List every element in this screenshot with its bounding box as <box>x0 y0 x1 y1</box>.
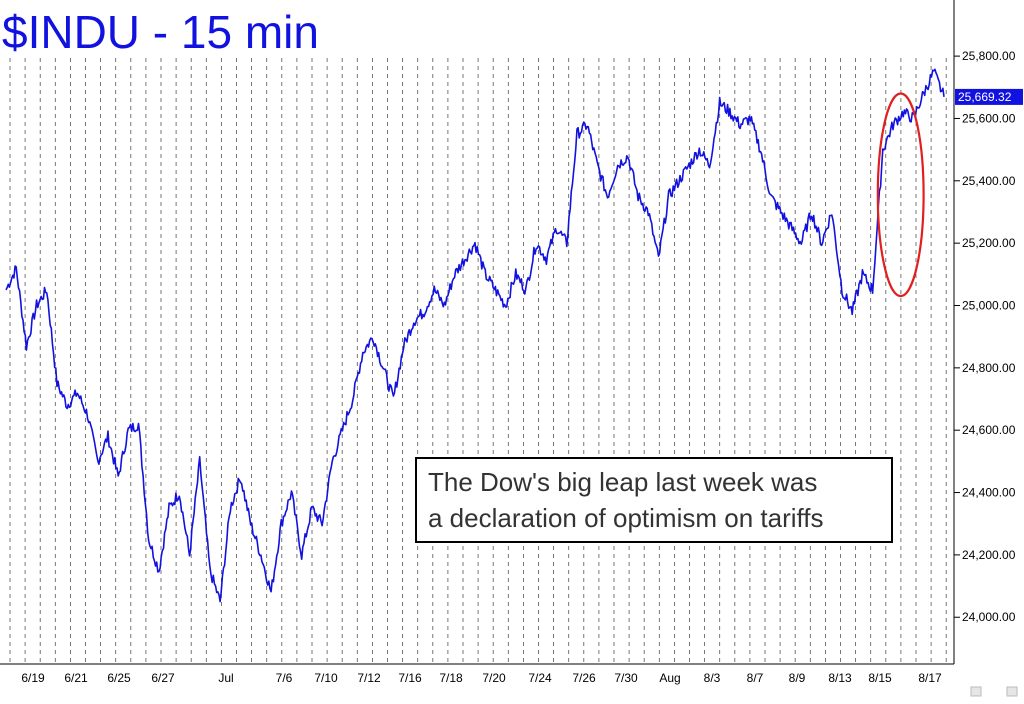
y-tick-label: 24,000.00 <box>962 610 1016 624</box>
y-tick-label: 25,600.00 <box>962 111 1016 125</box>
x-tick-label: 7/16 <box>398 671 422 685</box>
x-tick-label: 8/9 <box>789 671 806 685</box>
y-tick-label: 25,800.00 <box>962 49 1016 63</box>
time-axis: 6/19 6/21 6/25 6/27 Jul 7/6 7/10 7/12 7/16 7/18 7/… <box>21 671 942 685</box>
grid-lines <box>9 58 947 664</box>
highlight-ellipse <box>876 92 925 298</box>
price-series-line <box>5 68 945 603</box>
annotation-box: The Dow's big leap last week was a decla… <box>415 457 893 543</box>
x-tick-label: Jul <box>218 671 233 685</box>
last-price-box <box>955 88 1023 105</box>
x-tick-label: 8/13 <box>828 671 852 685</box>
x-tick-label: 8/15 <box>868 671 892 685</box>
y-tick-label: 24,800.00 <box>962 361 1016 375</box>
x-tick-label: 6/27 <box>151 671 175 685</box>
price-axis: 25,800.00 25,600.00 25,400.00 25,200.00 25,0… <box>954 49 1016 624</box>
y-tick-label: 25,200.00 <box>962 236 1016 250</box>
x-tick-label: 7/10 <box>314 671 338 685</box>
x-tick-label: 7/24 <box>528 671 552 685</box>
x-tick-label: 7/6 <box>276 671 293 685</box>
x-tick-label: 7/18 <box>439 671 463 685</box>
chart-title: $INDU - 15 min <box>2 6 319 58</box>
y-tick-label: 24,400.00 <box>962 486 1016 500</box>
x-tick-label: 7/20 <box>482 671 506 685</box>
y-tick-label: 25,400.00 <box>962 174 1016 188</box>
x-tick-label: 7/26 <box>572 671 596 685</box>
x-tick-label: 6/25 <box>107 671 131 685</box>
x-tick-label: 8/7 <box>747 671 764 685</box>
y-tick-label: 25,000.00 <box>962 299 1016 313</box>
x-tick-label: 6/19 <box>21 671 45 685</box>
y-tick-label: 24,200.00 <box>962 548 1016 562</box>
x-tick-label: 6/21 <box>64 671 88 685</box>
last-price-label: 25,669.32 <box>958 90 1012 104</box>
annotation-line-2: a declaration of optimism on tariffs <box>428 503 823 533</box>
last-price-marker: 25,669.32 <box>955 88 1023 105</box>
scroll-button[interactable] <box>970 686 982 697</box>
x-tick-label: 7/30 <box>614 671 638 685</box>
x-tick-label: 8/17 <box>918 671 942 685</box>
scroll-button[interactable] <box>1006 686 1018 697</box>
annotation-line-1: The Dow's big leap last week was <box>428 467 817 497</box>
x-tick-label: Aug <box>659 671 680 685</box>
x-tick-label: 7/12 <box>357 671 381 685</box>
y-tick-label: 24,600.00 <box>962 423 1016 437</box>
annotation-frame <box>415 457 893 543</box>
x-tick-label: 8/3 <box>704 671 721 685</box>
